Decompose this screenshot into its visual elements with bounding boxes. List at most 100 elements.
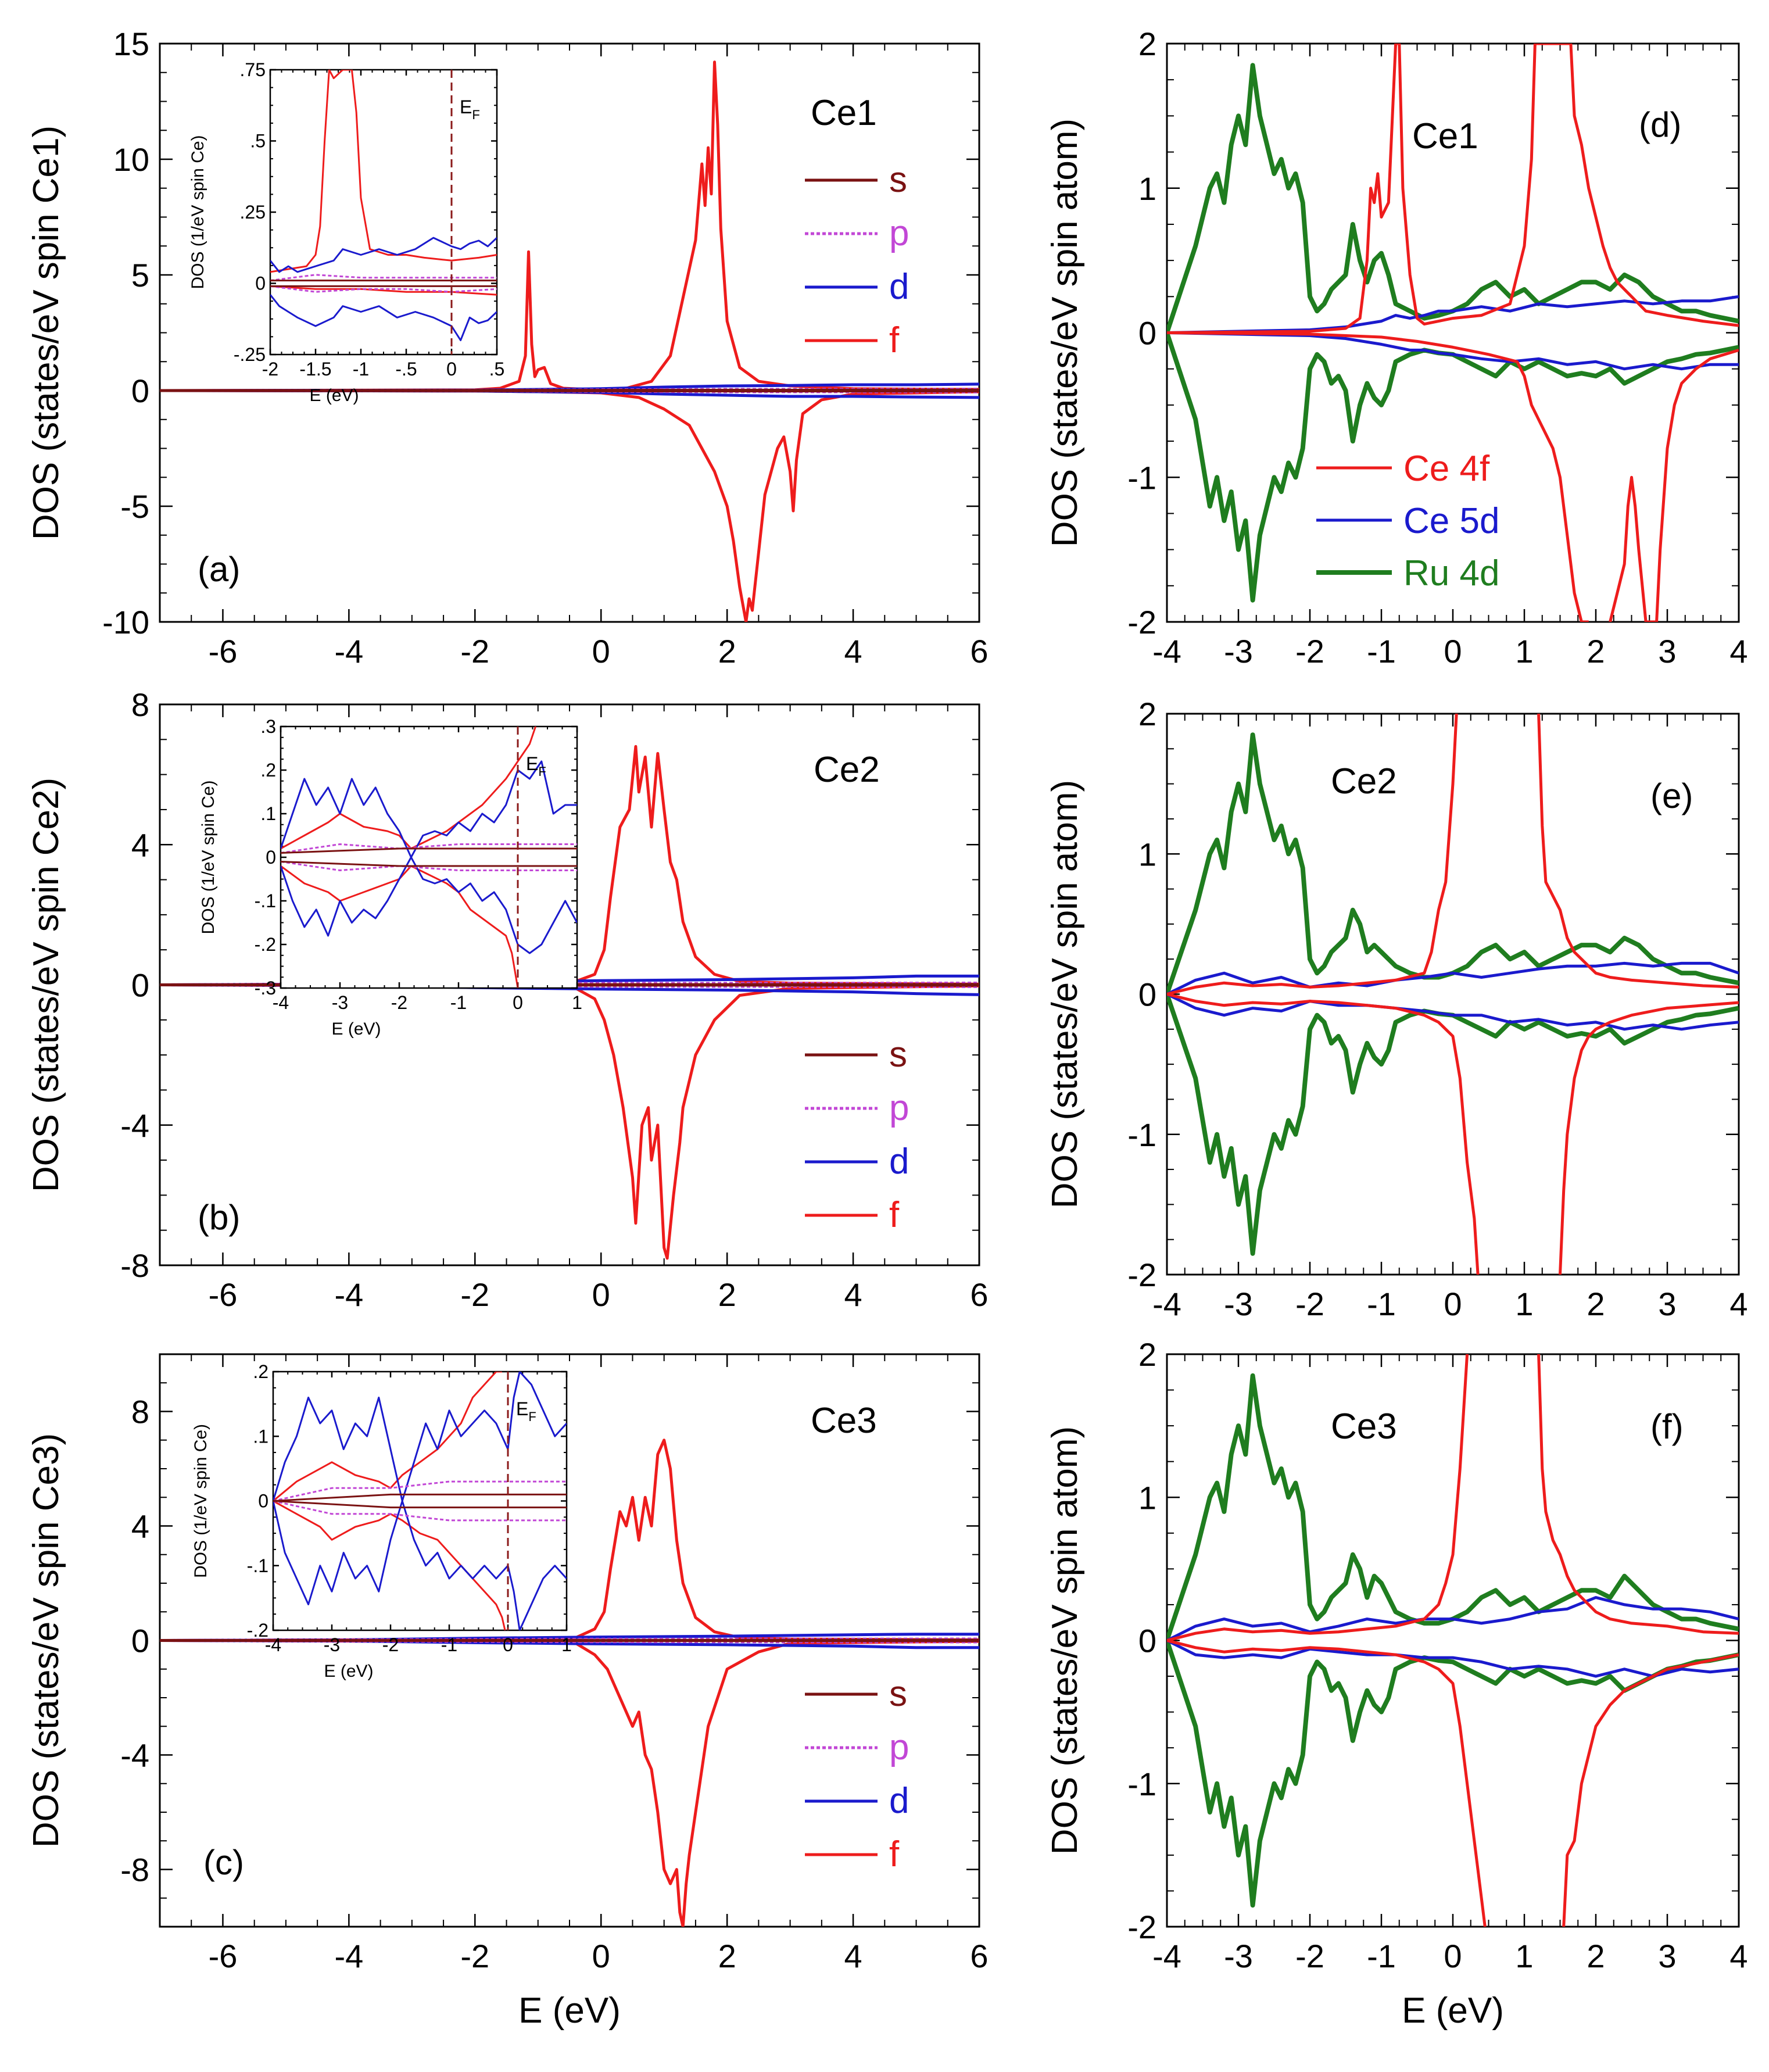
panel-c-inset-ytick-label-0: -.2: [247, 1620, 268, 1641]
panel-f-xlabel: E (eV): [1402, 1991, 1504, 2031]
panel-c-inset-ytick-label-1: -.1: [247, 1555, 268, 1576]
panel-e-ytick-label-1: -1: [1127, 1116, 1156, 1153]
panel-a-tag: (a): [198, 550, 240, 589]
panel-c-xtick-label-2: -2: [460, 1938, 489, 1974]
panel-e-ytick-label-2: 0: [1138, 976, 1156, 1013]
panel-c-inset-ylabel: DOS (1/eV spin Ce): [191, 1424, 210, 1578]
panel-c-inset-xtick-label-1: -3: [324, 1634, 340, 1655]
panel-b-xtick-label-2: -2: [460, 1276, 489, 1313]
panel-c-legend-label-f: f: [889, 1834, 900, 1874]
panel-c-tag: (c): [203, 1843, 244, 1882]
panel-d-ylabel: DOS (states/eV spin atom): [1045, 119, 1085, 547]
panel-a-fermi-e: E: [460, 96, 472, 117]
panel-f-xtick-label-3: -1: [1367, 1938, 1396, 1974]
panel-a-inset-xtick-label-4: 0: [446, 359, 457, 380]
panel-b-ytick-label-4: 8: [131, 686, 149, 723]
panel-b-inset-ytick-label-2: -.1: [255, 890, 276, 911]
panel-e-xtick-label-8: 4: [1729, 1286, 1747, 1322]
panel-b-inset-xtick-label-4: 0: [513, 992, 523, 1013]
panel-c-fermi-e: E: [516, 1398, 528, 1419]
panel-f-ytick-label-2: 0: [1138, 1623, 1156, 1659]
panel-b-ylabel: DOS (states/eV spin Ce2): [26, 778, 66, 1192]
panel-e-xtick-label-3: -1: [1367, 1286, 1396, 1322]
panel-c-inset-xtick-label-3: -1: [441, 1634, 457, 1655]
panel-a-xtick-label-1: -4: [334, 633, 363, 670]
panel-d-legend-label-1: Ce 5d: [1403, 501, 1499, 541]
panel-d-xtick-label-6: 2: [1587, 633, 1605, 670]
panel-a-xtick-label-3: 0: [592, 633, 610, 670]
panel-b-legend-label-f: f: [889, 1195, 900, 1235]
panel-f-xtick-label-8: 4: [1729, 1938, 1747, 1974]
panel-c-xtick-label-6: 6: [970, 1938, 988, 1974]
panel-d-ytick-label-0: -2: [1127, 604, 1156, 640]
panel-c-ytick-label-3: 4: [131, 1508, 149, 1545]
panel-b-xtick-label-0: -6: [209, 1276, 238, 1313]
panel-d-ytick-label-2: 0: [1138, 315, 1156, 352]
panel-d-ytick-label-3: 1: [1138, 170, 1156, 207]
panel-c-inset-xtick-label-5: 1: [561, 1634, 572, 1655]
panel-a-ytick-label-1: -5: [120, 488, 149, 525]
panel-b-legend-label-d: d: [889, 1141, 909, 1182]
panel-f-tag: (f): [1650, 1407, 1684, 1446]
panel-a-ytick-label-3: 5: [131, 257, 149, 294]
panel-a-xtick-label-0: -6: [209, 633, 238, 670]
panel-a-xtick-label-6: 6: [970, 633, 988, 670]
panel-a-xtick-label-5: 4: [844, 633, 862, 670]
panel-b-inset-ytick-label-3: 0: [266, 847, 276, 868]
panel-e-title: Ce2: [1331, 761, 1397, 801]
panel-e-xtick-label-6: 2: [1587, 1286, 1605, 1322]
panel-d-title: Ce1: [1412, 116, 1478, 156]
panel-d-ytick-label-4: 2: [1138, 26, 1156, 62]
panel-b-fermi-sub: F: [538, 764, 546, 779]
panel-b-ytick-label-2: 0: [131, 967, 149, 1004]
panel-c-fermi-sub: F: [528, 1409, 536, 1424]
panel-a-xtick-label-2: -2: [460, 633, 489, 670]
panel-b-inset-ytick-label-1: -.2: [255, 934, 276, 955]
panel-f-ytick-label-3: 1: [1138, 1479, 1156, 1516]
panel-a-legend-label-s: s: [889, 160, 907, 200]
panel-b-title: Ce2: [814, 750, 880, 790]
panel-d-xtick-label-5: 1: [1515, 633, 1533, 670]
panel-e-xtick-label-1: -3: [1224, 1286, 1253, 1322]
panel-c-inset-ytick-label-3: .1: [253, 1426, 268, 1447]
panel-c-ytick-label-1: -4: [120, 1737, 149, 1774]
panel-c-inset-ytick-label-4: .2: [253, 1361, 268, 1382]
panel-b-inset-xlabel: E (eV): [331, 1019, 381, 1039]
panel-c-xtick-label-3: 0: [592, 1938, 610, 1974]
panel-b-xtick-label-4: 2: [718, 1276, 736, 1313]
panel-b-ytick-label-0: -8: [120, 1247, 149, 1284]
panel-a-inset-ytick-label-4: .75: [240, 59, 266, 80]
panel-a-inset-ylabel: DOS (1/eV spin Ce): [188, 135, 207, 289]
panel-a-inset-xtick-label-1: -1.5: [299, 359, 331, 380]
panel-c-inset-xtick-label-2: -2: [382, 1634, 399, 1655]
panel-d-xtick-label-8: 4: [1729, 633, 1747, 670]
panel-b-legend-label-p: p: [889, 1088, 909, 1128]
panel-d-ytick-label-1: -1: [1127, 459, 1156, 496]
panel-e-ylabel: DOS (states/eV spin atom): [1045, 780, 1085, 1208]
panel-a-legend-label-d: d: [889, 267, 909, 307]
panel-d-xtick-label-1: -3: [1224, 633, 1253, 670]
panel-e-xtick-label-2: -2: [1295, 1286, 1324, 1322]
panel-b-xtick-label-6: 6: [970, 1276, 988, 1313]
panel-c-xtick-label-5: 4: [844, 1938, 862, 1974]
panel-c-ytick-label-4: 8: [131, 1394, 149, 1430]
panel-b-inset-ytick-label-0: -.3: [255, 978, 276, 999]
panel-f-xtick-label-5: 1: [1515, 1938, 1533, 1974]
panel-b-inset-xtick-label-5: 1: [572, 992, 582, 1013]
panel-b-xtick-label-3: 0: [592, 1276, 610, 1313]
panel-c-inset-xlabel: E (eV): [324, 1662, 373, 1681]
panel-f-ylabel: DOS (states/eV spin atom): [1045, 1426, 1085, 1855]
panel-a-ytick-label-0: -10: [102, 604, 149, 640]
panel-c-ytick-label-2: 0: [131, 1623, 149, 1659]
panel-a-inset-xtick-label-2: -1: [353, 359, 369, 380]
panel-b-inset-xtick-label-1: -3: [332, 992, 348, 1013]
panel-b-ytick-label-1: -4: [120, 1107, 149, 1144]
panel-a-legend-label-p: p: [889, 213, 909, 253]
panel-a-inset-xtick-label-3: -.5: [395, 359, 417, 380]
panel-c-legend-label-p: p: [889, 1727, 909, 1767]
panel-b-inset-xtick-label-2: -2: [391, 992, 407, 1013]
panel-b-xtick-label-5: 4: [844, 1276, 862, 1313]
panel-b-inset-ytick-label-5: .2: [260, 760, 276, 781]
panel-f-ytick-label-1: -1: [1127, 1766, 1156, 1802]
panel-d-xtick-label-3: -1: [1367, 633, 1396, 670]
